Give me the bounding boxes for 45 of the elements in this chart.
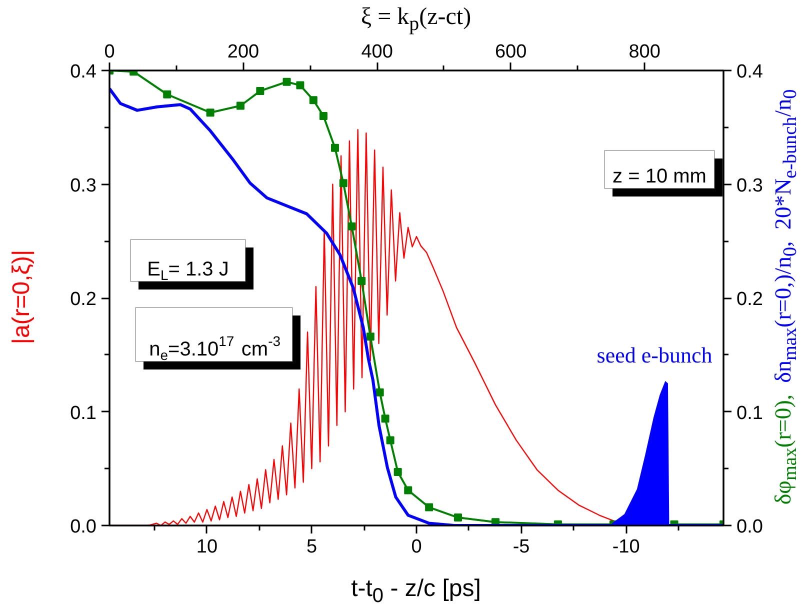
point: [330, 144, 339, 152]
x-tick-label: -5: [512, 536, 530, 558]
point: [309, 96, 318, 104]
point: [319, 112, 328, 120]
x-tick-label: 5: [306, 536, 318, 558]
y2-tick-label: 0.2: [736, 289, 763, 310]
point: [376, 388, 384, 396]
point: [348, 222, 356, 230]
x2-tick-label: 0: [104, 42, 115, 62]
x-tick-label: -10: [612, 536, 640, 558]
x2-tick-label: 800: [628, 42, 660, 62]
y2-tick-label: 0.3: [736, 175, 763, 196]
y2-tick-label: 0.1: [736, 402, 763, 424]
point: [394, 468, 402, 476]
point: [339, 179, 348, 188]
y-tick-label: 0.2: [70, 289, 97, 310]
x-axis-title: t-t$_{0}$ - z/c [ps]: [350, 574, 482, 609]
point: [404, 486, 412, 494]
x2-tick-label: 200: [227, 42, 260, 62]
x-tick-label: 10: [196, 536, 218, 558]
point: [425, 503, 434, 512]
y2-tick-label: 0.4: [736, 62, 764, 82]
x2-axis-title: ξ = k$_{p}$(z-ct): [360, 3, 472, 37]
x2-tick-label: 600: [494, 42, 527, 62]
annotation: seed e-bunch: [596, 342, 712, 368]
point: [296, 81, 304, 90]
point: [366, 332, 374, 341]
point: [163, 90, 172, 98]
point: [236, 102, 244, 110]
x2-tick-label: 400: [361, 42, 393, 62]
point: [381, 414, 390, 423]
y-tick-label: 0.0: [70, 516, 97, 538]
point: [256, 86, 264, 95]
annotation: z = 10 mm: [612, 166, 706, 188]
y-tick-label: 0.4: [70, 62, 97, 82]
y-tick-label: 0.3: [70, 175, 97, 196]
x-tick-label: 0: [411, 536, 422, 558]
point: [454, 514, 462, 522]
point: [206, 108, 214, 117]
point: [358, 276, 366, 285]
y2-tick-label: 0.0: [736, 516, 763, 538]
point: [386, 436, 394, 444]
y-tick-label: 0.1: [70, 402, 97, 424]
y-axis-title: |a(r=0,ξ)|: [8, 250, 35, 344]
point: [282, 78, 291, 86]
